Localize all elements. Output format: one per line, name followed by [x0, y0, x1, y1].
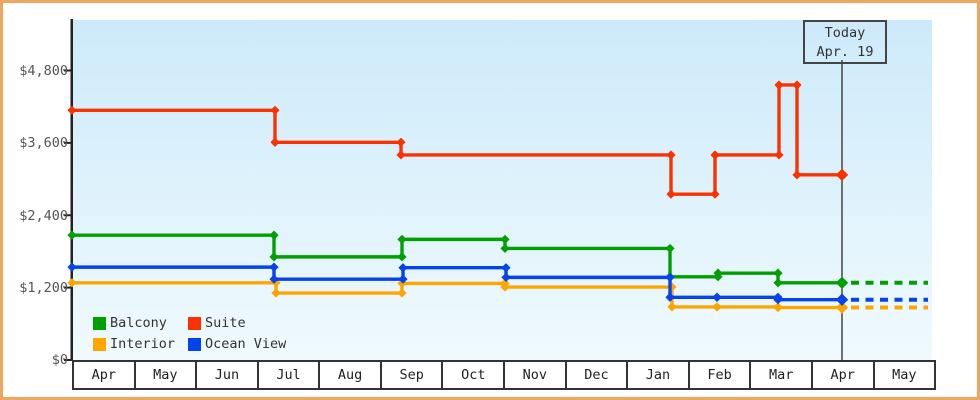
- data-point-marker-ocean-view: [835, 293, 849, 306]
- legend-item-suite: Suite: [188, 314, 286, 332]
- month-label: Nov: [505, 362, 567, 388]
- legend-label: Suite: [205, 315, 246, 331]
- data-point-marker-ocean-view: [665, 292, 675, 302]
- data-point-marker-suite: [835, 168, 849, 182]
- legend-color-swatch-icon: [93, 316, 106, 330]
- data-point-marker-interior: [500, 282, 510, 292]
- data-point-marker-suite: [710, 150, 720, 160]
- data-point-marker-suite: [396, 137, 406, 147]
- data-point-marker-ocean-view: [712, 292, 722, 302]
- legend-label: Ocean View: [205, 336, 287, 352]
- chart-legend: Balcony Suite Interior Ocean View: [93, 314, 286, 353]
- legend-item-balcony: Balcony: [93, 314, 175, 332]
- data-point-marker-interior: [712, 302, 722, 312]
- month-label: Dec: [567, 362, 629, 388]
- data-point-marker-ocean-view: [665, 272, 675, 282]
- data-point-marker-interior: [835, 301, 849, 314]
- data-point-marker-ocean-view: [501, 272, 511, 282]
- today-marker-box: Today Apr. 19: [803, 20, 887, 64]
- price-history-chart: [64, 19, 932, 361]
- legend-color-swatch-icon: [188, 337, 202, 351]
- data-point-marker-balcony: [773, 278, 783, 288]
- data-point-marker-suite: [774, 80, 784, 90]
- month-label: May: [892, 367, 917, 383]
- data-point-marker-balcony: [665, 243, 675, 254]
- data-point-marker-ocean-view: [67, 262, 77, 272]
- data-point-marker-ocean-view: [501, 263, 511, 273]
- data-point-marker-ocean-view: [773, 295, 783, 305]
- data-point-marker-suite: [270, 137, 280, 147]
- data-point-marker-suite: [774, 150, 784, 160]
- data-point-marker-ocean-view: [398, 263, 408, 273]
- data-point-marker-suite: [666, 189, 676, 199]
- data-point-marker-suite: [396, 150, 406, 160]
- y-axis-tick-label: $4,800: [19, 63, 68, 79]
- month-label: Mar: [751, 362, 813, 388]
- y-axis-tick-label: $3,600: [19, 135, 68, 151]
- data-point-marker-ocean-view: [398, 274, 408, 284]
- x-axis-month-row: Apr May Jun Jul Aug Sep Oct Nov Dec Jan …: [72, 360, 936, 390]
- legend-item-ocean-view: Ocean View: [188, 335, 286, 353]
- data-point-marker-suite: [792, 80, 802, 90]
- data-point-marker-interior: [397, 288, 407, 298]
- data-point-marker-interior: [667, 302, 677, 312]
- y-axis-line: [70, 19, 73, 361]
- data-point-marker-balcony: [835, 276, 849, 289]
- plot-background: [72, 20, 932, 360]
- month-label: Apr: [74, 362, 136, 388]
- data-point-marker-balcony: [500, 234, 510, 244]
- data-point-marker-suite: [792, 170, 802, 180]
- data-point-marker-interior: [67, 278, 77, 288]
- data-point-marker-balcony: [269, 252, 279, 262]
- y-axis-tick-label: $2,400: [19, 208, 68, 224]
- data-point-marker-suite: [270, 105, 280, 115]
- data-point-marker-balcony: [773, 268, 783, 278]
- month-label: Sep: [382, 362, 444, 388]
- data-point-marker-suite: [67, 105, 77, 115]
- month-label: Apr: [813, 362, 875, 388]
- today-date: Apr. 19: [816, 44, 874, 60]
- legend-label: Balcony: [110, 315, 167, 331]
- data-point-marker-interior: [773, 302, 783, 313]
- data-point-marker-ocean-view: [269, 274, 279, 284]
- month-label: Aug: [320, 362, 382, 388]
- data-point-marker-balcony: [500, 243, 510, 254]
- data-point-marker-balcony: [397, 234, 407, 244]
- month-label: May: [136, 362, 198, 388]
- data-point-marker-suite: [710, 189, 720, 199]
- legend-item-interior: Interior: [93, 335, 175, 353]
- month-label: Jan: [628, 362, 690, 388]
- y-axis-tick-label: $1,200: [19, 280, 68, 296]
- month-label: Jul: [259, 362, 321, 388]
- data-point-marker-interior: [667, 282, 677, 292]
- legend-color-swatch-icon: [93, 337, 106, 351]
- month-label: Jun: [197, 362, 259, 388]
- data-point-marker-balcony: [67, 230, 77, 240]
- series-line-balcony: [72, 233, 842, 285]
- data-point-marker-balcony: [397, 252, 407, 262]
- data-point-marker-balcony: [269, 230, 279, 240]
- legend-color-swatch-icon: [188, 316, 202, 330]
- month-label: Feb: [690, 362, 752, 388]
- today-label: Today: [824, 25, 866, 41]
- chart-stage: [3, 3, 977, 397]
- legend-label: Interior: [110, 336, 176, 352]
- data-point-marker-balcony: [713, 268, 723, 278]
- y-axis-tick-label: $0: [51, 352, 68, 368]
- data-point-marker-ocean-view: [269, 262, 279, 272]
- data-point-marker-interior: [271, 288, 281, 298]
- month-label: Oct: [443, 362, 506, 388]
- data-point-marker-suite: [666, 150, 676, 160]
